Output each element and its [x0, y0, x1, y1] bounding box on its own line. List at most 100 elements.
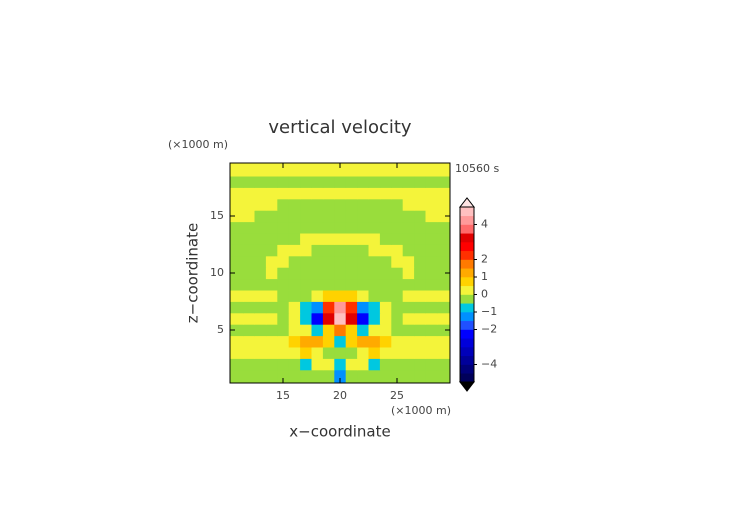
contour-cell — [277, 312, 290, 325]
contour-cell — [254, 324, 267, 337]
contour-cell — [425, 335, 438, 348]
contour-cell — [379, 290, 392, 302]
contour-cell — [265, 301, 278, 314]
contour-cell — [357, 312, 369, 325]
contour-cell — [300, 324, 312, 337]
contour-cell — [379, 198, 392, 211]
contour-cell — [425, 244, 438, 257]
contour-cell — [311, 210, 324, 223]
contour-cell — [311, 244, 324, 257]
contour-cell — [334, 233, 347, 245]
contour-cell — [322, 267, 335, 280]
contour-cell — [311, 176, 324, 188]
colorbar-band — [460, 242, 474, 252]
contour-cell — [379, 358, 392, 371]
contour-cell — [300, 312, 312, 325]
colorbar-band — [460, 347, 474, 357]
contour-cell — [230, 163, 244, 177]
contour-cell — [402, 335, 415, 348]
contour-cell — [391, 244, 404, 257]
contour-cell — [402, 369, 415, 384]
contour-cell — [254, 163, 267, 177]
contour-cell — [265, 278, 278, 291]
contour-cell — [254, 335, 267, 348]
contour-cell — [277, 290, 290, 302]
contour-cell — [391, 347, 404, 359]
contour-cell — [436, 324, 451, 337]
contour-cell — [379, 312, 392, 325]
contour-cell — [425, 187, 438, 200]
contour-cell — [368, 301, 381, 314]
contour-cell — [300, 176, 312, 188]
contour-cell — [311, 347, 324, 359]
contour-cell — [334, 324, 347, 337]
contour-cell — [368, 324, 381, 337]
contour-cell — [425, 267, 438, 280]
contour-cell — [288, 312, 301, 325]
contour-cell — [288, 290, 301, 302]
contour-cell — [288, 278, 301, 291]
contour-cell — [345, 312, 358, 325]
contour-cell — [277, 301, 290, 314]
contour-cell — [322, 290, 335, 302]
contour-cell — [334, 301, 347, 314]
contour-cell — [322, 347, 335, 359]
contour-cell — [277, 244, 290, 257]
y-tick-label: 15 — [210, 209, 224, 222]
colorbar-band — [460, 355, 474, 365]
contour-cell — [300, 267, 312, 280]
contour-cell — [379, 301, 392, 314]
contour-cell — [368, 163, 381, 177]
contour-cell — [243, 233, 255, 245]
contour-cell — [414, 210, 426, 223]
contour-cell — [322, 210, 335, 223]
contour-cell — [357, 210, 369, 223]
contour-cell — [288, 187, 301, 200]
contour-cell — [243, 176, 255, 188]
contour-cell — [243, 324, 255, 337]
contour-cell — [391, 198, 404, 211]
contour-cell — [230, 187, 244, 200]
contour-cell — [368, 335, 381, 348]
contour-cell — [265, 312, 278, 325]
colorbar-band — [460, 224, 474, 234]
contour-cell — [265, 335, 278, 348]
contour-cell — [414, 312, 426, 325]
contour-cell — [345, 335, 358, 348]
colorbar-band — [460, 373, 474, 383]
contour-cell — [379, 221, 392, 234]
contour-cell — [265, 244, 278, 257]
contour-cell — [243, 267, 255, 280]
contour-cell — [391, 290, 404, 302]
contour-cell — [414, 290, 426, 302]
colorbar-tick-label: −2 — [481, 323, 497, 336]
contour-cell — [300, 210, 312, 223]
y-unit: (×1000 m) — [168, 138, 228, 151]
contour-cell — [402, 267, 415, 280]
contour-cell — [334, 198, 347, 211]
contour-cell — [265, 233, 278, 245]
contour-cell — [357, 187, 369, 200]
contour-cell — [414, 198, 426, 211]
contour-cell — [334, 244, 347, 257]
contour-cell — [311, 358, 324, 371]
contour-cell — [391, 312, 404, 325]
contour-cell — [230, 301, 244, 314]
contour-cell — [311, 335, 324, 348]
contour-cell — [254, 244, 267, 257]
contour-cell — [322, 358, 335, 371]
contour-cell — [230, 324, 244, 337]
contour-cell — [436, 233, 451, 245]
contour-cell — [402, 244, 415, 257]
colorbar-band — [460, 320, 474, 330]
colorbar-band — [460, 268, 474, 278]
contour-cell — [334, 347, 347, 359]
contour-cell — [414, 233, 426, 245]
contour-cell — [345, 255, 358, 268]
contour-cell — [368, 233, 381, 245]
contour-cell — [265, 267, 278, 280]
contour-cell — [300, 233, 312, 245]
colorbar-band — [460, 233, 474, 243]
contour-cell — [345, 198, 358, 211]
contour-cell — [425, 312, 438, 325]
